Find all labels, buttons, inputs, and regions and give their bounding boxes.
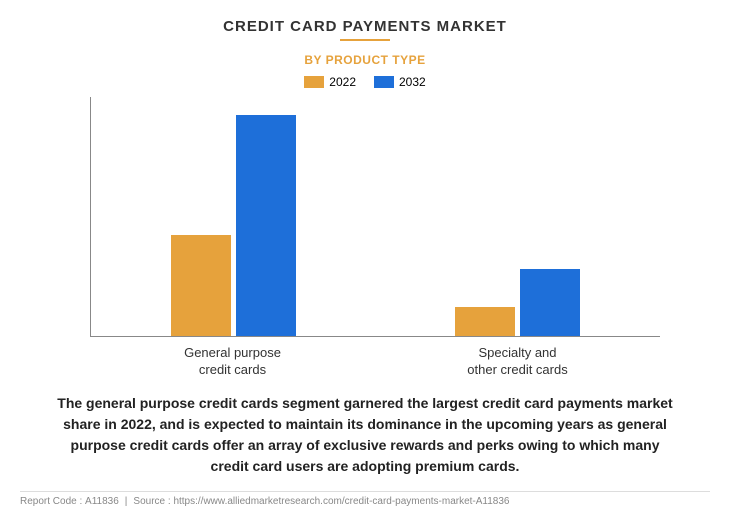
legend-label-2022: 2022 bbox=[329, 75, 356, 89]
legend: 2022 2032 bbox=[30, 75, 700, 89]
chart-subtitle: BY PRODUCT TYPE bbox=[30, 53, 700, 67]
bar-1-2022 bbox=[455, 307, 515, 336]
bar-group-1 bbox=[376, 97, 661, 336]
x-axis-labels: General purpose credit cards Specialty a… bbox=[90, 345, 660, 379]
footer-source-label: Source : bbox=[133, 496, 170, 507]
bar-1-2032 bbox=[520, 269, 580, 336]
bar-0-2032 bbox=[236, 115, 296, 336]
legend-swatch-2022 bbox=[304, 76, 324, 88]
bar-0-2022 bbox=[171, 235, 231, 336]
xlabel-0-line1: General purpose bbox=[184, 345, 281, 360]
legend-item-2032: 2032 bbox=[374, 75, 426, 89]
bar-group-0 bbox=[91, 97, 376, 336]
xlabel-0: General purpose credit cards bbox=[90, 345, 375, 379]
footer-report-code-label: Report Code : bbox=[20, 496, 82, 507]
footer-report-code: A11836 bbox=[85, 496, 119, 507]
chart-plot-area bbox=[90, 97, 660, 337]
chart-caption: The general purpose credit cards segment… bbox=[30, 393, 700, 477]
title-underline bbox=[340, 39, 390, 41]
xlabel-1: Specialty and other credit cards bbox=[375, 345, 660, 379]
footer-source: https://www.alliedmarketresearch.com/cre… bbox=[173, 496, 509, 507]
xlabel-1-line1: Specialty and bbox=[478, 345, 556, 360]
legend-item-2022: 2022 bbox=[304, 75, 356, 89]
chart-title: CREDIT CARD PAYMENTS MARKET bbox=[30, 18, 700, 35]
legend-swatch-2032 bbox=[374, 76, 394, 88]
legend-label-2032: 2032 bbox=[399, 75, 426, 89]
xlabel-0-line2: credit cards bbox=[199, 362, 266, 377]
xlabel-1-line2: other credit cards bbox=[467, 362, 567, 377]
footer-separator: | bbox=[125, 496, 128, 507]
footer: Report Code : A11836 | Source : https://… bbox=[20, 491, 710, 507]
chart-container: CREDIT CARD PAYMENTS MARKET BY PRODUCT T… bbox=[0, 0, 730, 513]
